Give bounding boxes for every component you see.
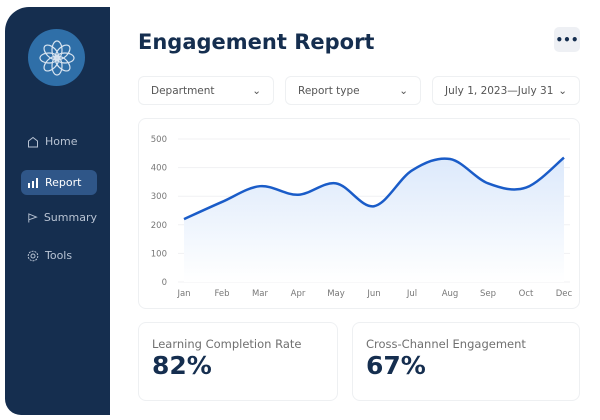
kpi-card: Learning Completion Rate 82% [138, 322, 338, 401]
engagement-chart: 0 100 200 300 400 500 Jan Feb Mar Apr May Jun Jul Aug… [151, 135, 573, 299]
series-line [183, 156, 565, 221]
sidebar-item-label: Report [45, 176, 82, 189]
sidebar-item-home[interactable]: Home [21, 129, 97, 154]
sidebar-item-tools[interactable]: Tools [21, 243, 97, 268]
flag-icon [28, 212, 38, 223]
kpi-value: 67% [366, 351, 426, 380]
sidebar-item-report[interactable]: Report [21, 170, 97, 195]
flower-logo [28, 29, 85, 86]
date-range-dropdown[interactable]: July 1, 2023—July 31 ⌄ [432, 76, 580, 105]
bar-chart-icon [28, 177, 38, 188]
chevron-down-icon: ⌄ [252, 84, 261, 97]
y-tick-label: 500 [151, 135, 167, 145]
kpi-card: Cross-Channel Engagement 67% [352, 322, 580, 401]
gear-icon [27, 250, 39, 261]
x-tick-label: Jun [366, 289, 380, 299]
x-tick-label: Jan [176, 289, 190, 299]
x-tick-label: Aug [442, 289, 459, 299]
x-tick-label: Dec [556, 289, 573, 299]
dropdown-label: July 1, 2023—July 31 [445, 84, 554, 97]
dropdown-label: Report type [298, 84, 360, 97]
kpi-value: 82% [152, 351, 212, 380]
page-title: Engagement Report [138, 30, 375, 54]
department-dropdown[interactable]: Department ⌄ [138, 76, 274, 105]
kpi-label: Learning Completion Rate [152, 337, 302, 351]
kpi-label: Cross-Channel Engagement [366, 337, 526, 351]
x-tick-label: Apr [291, 289, 306, 299]
x-tick-label: Feb [214, 289, 229, 299]
sidebar: Home Report Summary Tools [5, 7, 110, 415]
y-tick-label: 200 [151, 221, 167, 231]
sidebar-item-summary[interactable]: Summary [21, 205, 97, 230]
sidebar-item-label: Tools [45, 249, 73, 262]
chart-card: 0 100 200 300 400 500 Jan Feb Mar Apr May Jun Jul Aug… [138, 118, 580, 309]
x-tick-label: May [327, 289, 345, 299]
x-tick-label: Sep [480, 289, 496, 299]
x-tick-label: Mar [252, 289, 269, 299]
more-options-button[interactable]: ••• [554, 27, 580, 52]
home-icon [28, 136, 38, 147]
sidebar-item-label: Summary [43, 211, 97, 224]
x-tick-label: Jul [406, 289, 417, 299]
x-tick-label: Oct [519, 289, 534, 299]
y-tick-label: 0 [162, 278, 167, 288]
y-tick-label: 300 [151, 192, 167, 202]
y-tick-label: 400 [151, 164, 167, 174]
area-fill [184, 157, 564, 282]
dropdown-label: Department [151, 84, 215, 97]
chevron-down-icon: ⌄ [558, 84, 567, 97]
y-tick-label: 100 [151, 249, 167, 259]
chevron-down-icon: ⌄ [399, 84, 408, 97]
report-type-dropdown[interactable]: Report type ⌄ [285, 76, 421, 105]
sidebar-item-label: Home [45, 135, 78, 148]
more-horizontal-icon: ••• [555, 32, 579, 47]
